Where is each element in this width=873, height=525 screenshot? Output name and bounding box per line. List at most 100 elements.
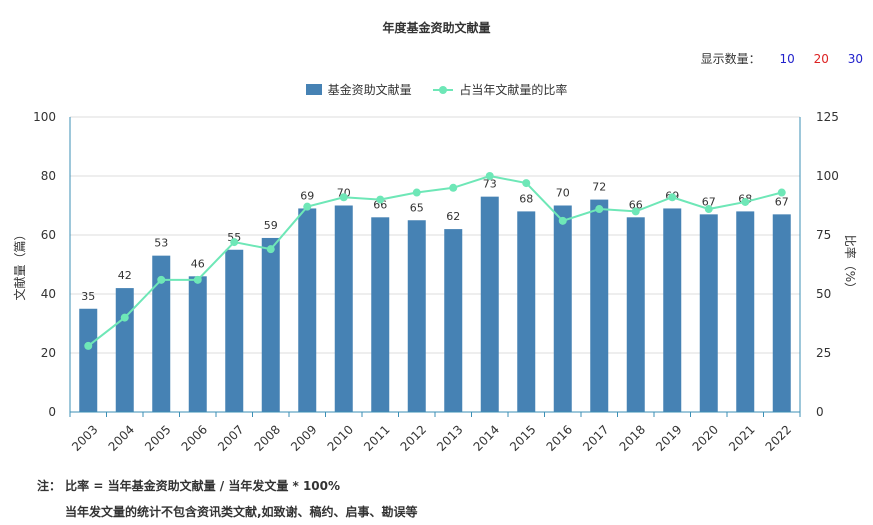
bar-value-label: 67 [702, 195, 716, 208]
bar [553, 205, 572, 412]
bar [371, 217, 390, 412]
legend-bar-label: 基金资助文献量 [327, 83, 412, 97]
bar [444, 229, 463, 412]
chart-legend: 基金资助文献量 占当年文献量的比率 [0, 81, 873, 98]
y-tick-label: 100 [33, 110, 56, 124]
y-tick-label: 80 [41, 169, 56, 183]
y2-tick-label: 0 [816, 405, 824, 419]
bar [407, 220, 426, 412]
bar-value-label: 68 [519, 192, 533, 205]
y-tick-label: 40 [41, 287, 56, 301]
y2-tick-label: 50 [816, 287, 831, 301]
bar-value-label: 53 [154, 237, 168, 250]
show-count-option-10[interactable]: 10 [779, 52, 795, 66]
x-tick-label: 2011 [361, 422, 392, 453]
ratio-point [376, 195, 385, 204]
x-tick-label: 2009 [288, 422, 319, 453]
bar [152, 255, 171, 412]
bar [480, 196, 499, 412]
bar-value-label: 42 [118, 269, 132, 282]
y-tick-label: 60 [41, 228, 56, 242]
x-tick-label: 2003 [69, 422, 100, 453]
y2-tick-label: 75 [816, 228, 831, 242]
legend-bar-swatch [305, 84, 322, 95]
y2-tick-label: 125 [816, 110, 839, 124]
chart-notes: 注： 比率 = 当年基金资助文献量 / 当年发文量 * 100% 当年发文量的统… [37, 473, 418, 525]
ratio-point [485, 172, 494, 180]
y-tick-label: 0 [48, 405, 56, 419]
bar [79, 308, 98, 412]
ratio-point [704, 205, 713, 214]
x-tick-label: 2007 [215, 422, 246, 453]
bar-value-label: 65 [410, 201, 424, 214]
ratio-point [303, 202, 312, 211]
ratio-point [339, 193, 348, 202]
bar [261, 237, 280, 412]
ratio-line [87, 174, 783, 347]
x-tick-label: 2008 [252, 422, 283, 453]
bar-value-label: 66 [629, 198, 643, 211]
legend-line-swatch [433, 84, 454, 96]
legend-item-line[interactable]: 占当年文献量的比率 [433, 81, 567, 98]
x-tick-label: 2015 [507, 422, 538, 453]
y2-tick-label: 25 [816, 346, 831, 360]
ratio-point [230, 238, 239, 247]
bar [188, 276, 207, 412]
note-formula: 注： 比率 = 当年基金资助文献量 / 当年发文量 * 100% [37, 479, 341, 493]
ratio-point [193, 275, 202, 284]
ratio-point [412, 188, 421, 197]
x-tick-label: 2021 [726, 422, 757, 453]
ratio-point [449, 183, 458, 192]
bar [334, 205, 353, 412]
x-tick-label: 2005 [142, 422, 173, 453]
bar [225, 249, 244, 412]
bar [298, 208, 317, 412]
x-tick-label: 2017 [580, 422, 611, 453]
bar [115, 288, 134, 412]
ratio-point [631, 207, 640, 216]
ratio-point [120, 313, 129, 322]
show-count-option-30[interactable]: 30 [847, 52, 863, 66]
bar-value-label: 70 [556, 187, 570, 200]
x-tick-label: 2019 [653, 422, 684, 453]
y2-axis-title: 比率（%） [843, 235, 858, 294]
bar-value-label: 72 [592, 181, 606, 194]
bar-value-label: 66 [373, 198, 387, 211]
bar [590, 199, 609, 412]
ratio-point [595, 205, 604, 214]
bar [517, 211, 536, 412]
bar [699, 214, 718, 412]
x-tick-label: 2012 [398, 422, 429, 453]
x-tick-label: 2016 [544, 422, 575, 453]
x-tick-label: 2013 [434, 422, 465, 453]
ratio-point [558, 216, 567, 225]
ratio-point [522, 179, 531, 188]
legend-line-label: 占当年文献量的比率 [459, 83, 568, 97]
show-count-selector: 显示数量： 10 20 30 [701, 50, 863, 67]
legend-item-bar[interactable]: 基金资助文献量 [305, 81, 412, 98]
ratio-point [266, 245, 275, 254]
x-tick-label: 2014 [471, 422, 502, 453]
bar [772, 214, 791, 412]
bar-value-label: 59 [264, 219, 278, 232]
bar-value-label: 73 [483, 178, 497, 191]
x-tick-label: 2022 [763, 422, 794, 453]
ratio-point [777, 188, 786, 197]
bar-value-label: 35 [81, 290, 95, 303]
bar-value-label: 69 [300, 189, 314, 202]
y2-tick-label: 100 [816, 169, 839, 183]
bar [626, 217, 645, 412]
bar [736, 211, 755, 412]
show-count-option-20[interactable]: 20 [813, 52, 829, 66]
show-count-label: 显示数量： [700, 52, 761, 66]
bar [663, 208, 682, 412]
ratio-point [157, 275, 166, 284]
x-tick-label: 2006 [179, 422, 210, 453]
ratio-point [741, 197, 750, 206]
ratio-point [668, 193, 677, 202]
x-tick-label: 2020 [690, 422, 721, 453]
chart-title: 年度基金资助文献量 [382, 21, 491, 35]
bar-value-label: 62 [446, 210, 460, 223]
y-tick-label: 20 [41, 346, 56, 360]
